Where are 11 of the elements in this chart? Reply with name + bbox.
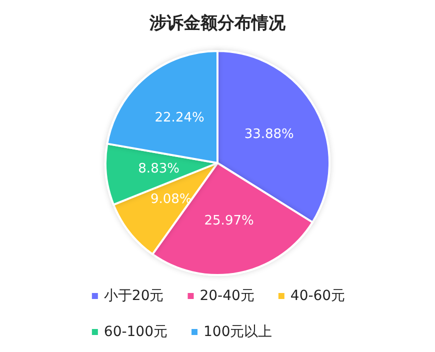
data-label: 22.24% (154, 110, 204, 126)
legend-label: 小于20元 (104, 288, 164, 304)
chart-title: 涉诉金额分布情况 (148, 14, 286, 34)
legend-label: 60-100元 (104, 324, 168, 340)
legend-label: 20-40元 (200, 288, 254, 304)
legend-label: 40-60元 (290, 288, 346, 304)
data-label: 8.83% (138, 162, 180, 177)
legend-label: 100元以上 (204, 324, 272, 340)
data-label: 25.97% (204, 213, 254, 228)
data-label: 33.88% (244, 126, 294, 142)
data-label: 9.08% (150, 192, 192, 207)
